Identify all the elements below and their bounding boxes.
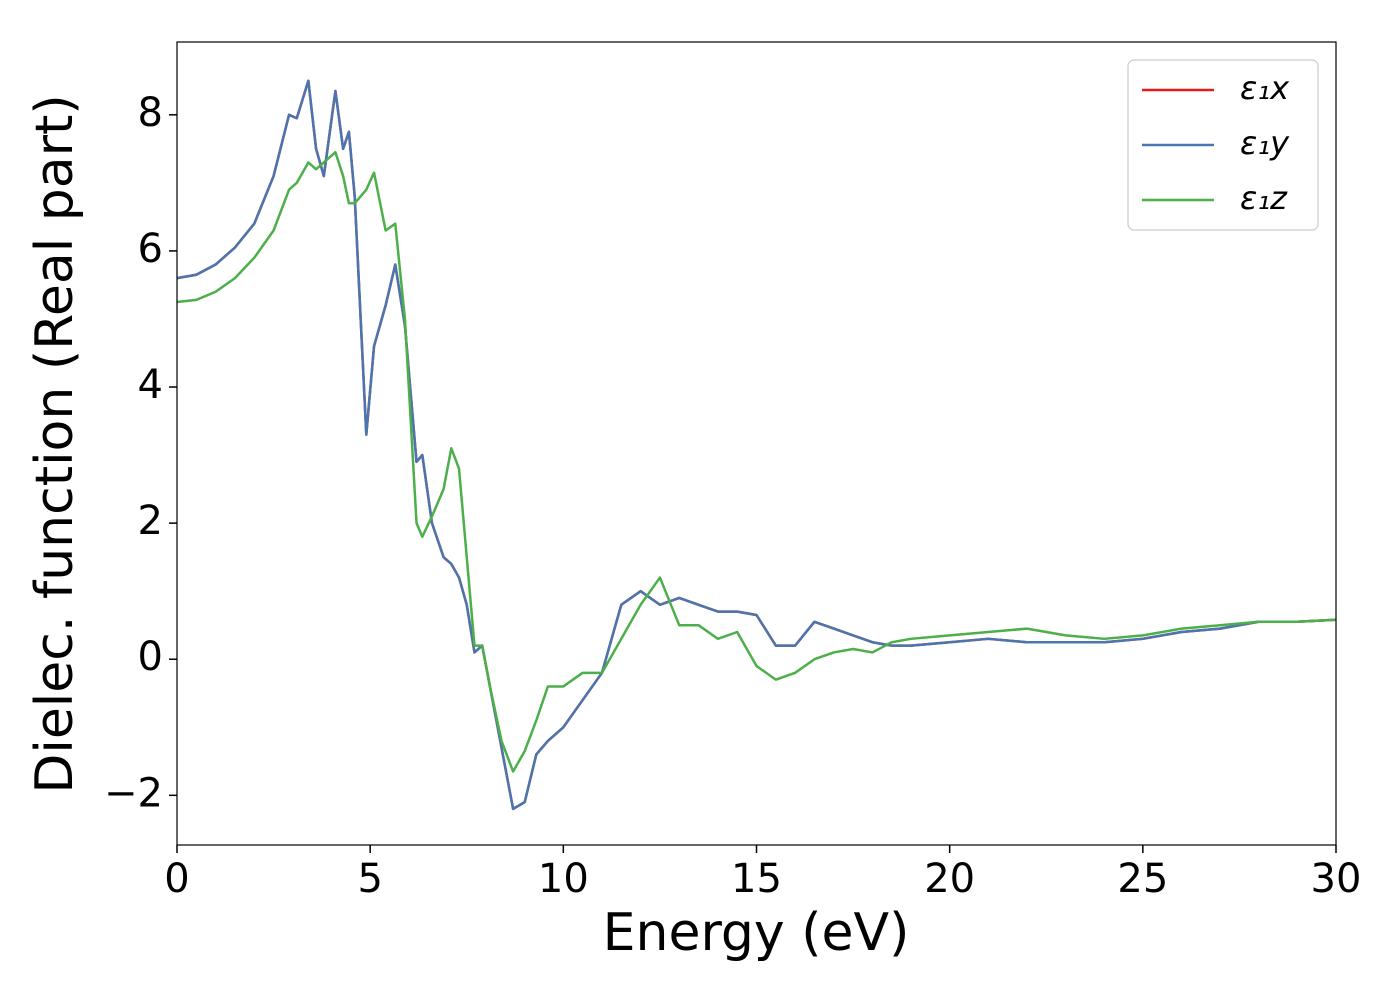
- x-tick-label: 0: [164, 856, 189, 902]
- y-tick-label: 8: [138, 90, 163, 136]
- x-tick-label: 10: [538, 856, 589, 902]
- legend-label: ε₁x: [1240, 69, 1290, 107]
- legend-label: ε₁z: [1240, 179, 1288, 217]
- x-tick-label: 15: [731, 856, 782, 902]
- x-tick-label: 30: [1311, 856, 1362, 902]
- legend-box: [1127, 59, 1319, 231]
- x-tick-label: 20: [924, 856, 975, 902]
- plot-frame: [176, 41, 1337, 846]
- series-line: [177, 79, 1336, 811]
- y-tick-label: 2: [138, 498, 163, 544]
- y-tick-label: 0: [138, 634, 163, 680]
- y-axis-label: Dielec. function (Real part): [25, 94, 85, 793]
- legend-label: ε₁y: [1240, 124, 1290, 162]
- series-line: [177, 150, 1336, 773]
- x-axis-label: Energy (eV): [603, 903, 910, 963]
- plot-lines: [177, 79, 1336, 811]
- y-tick-label: 4: [138, 362, 163, 408]
- y-tick-label: 6: [138, 226, 163, 272]
- x-tick-label: 25: [1117, 856, 1168, 902]
- x-tick-label: 5: [357, 856, 382, 902]
- y-tick-label: −2: [104, 770, 163, 816]
